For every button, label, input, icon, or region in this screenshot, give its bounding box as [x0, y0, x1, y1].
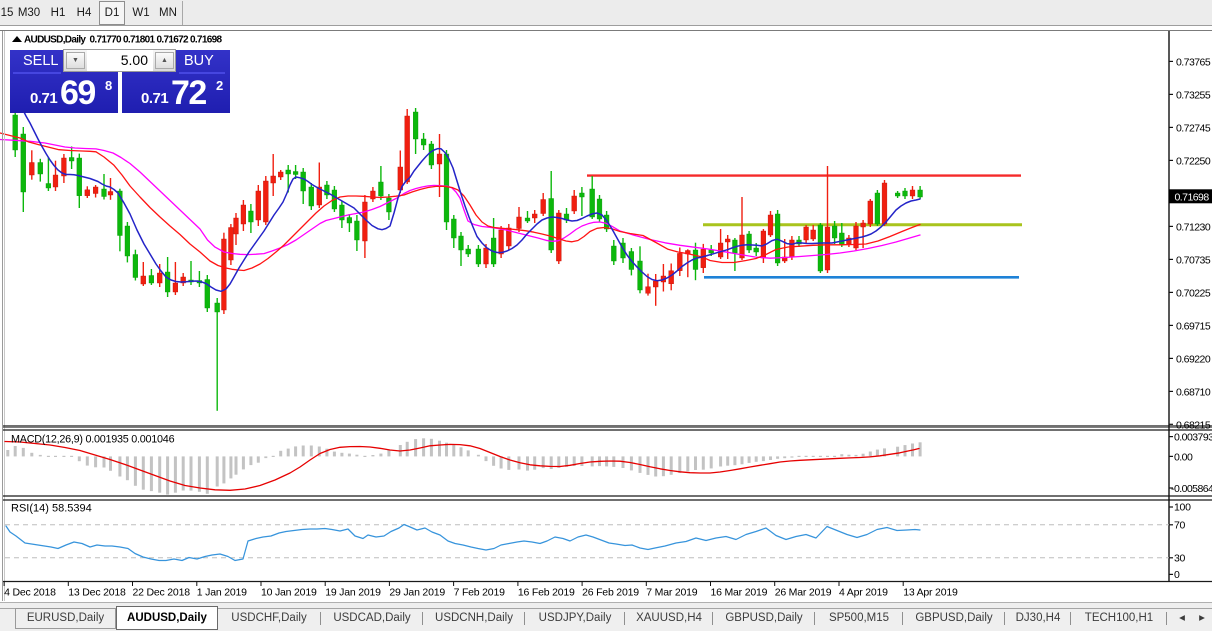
svg-text:0.69220: 0.69220 — [1176, 353, 1211, 365]
svg-text:0.73255: 0.73255 — [1176, 89, 1211, 101]
svg-text:4 Apr 2019: 4 Apr 2019 — [839, 587, 888, 599]
svg-text:10 Jan 2019: 10 Jan 2019 — [261, 587, 317, 599]
svg-text:16 Feb 2019: 16 Feb 2019 — [518, 587, 575, 599]
svg-text:0.70225: 0.70225 — [1176, 287, 1211, 299]
svg-text:26 Feb 2019: 26 Feb 2019 — [582, 587, 639, 599]
svg-text:30: 30 — [1174, 553, 1186, 565]
svg-text:22 Dec 2018: 22 Dec 2018 — [133, 587, 191, 599]
svg-text:0.72250: 0.72250 — [1176, 155, 1211, 167]
svg-text:0.71698: 0.71698 — [1175, 192, 1210, 204]
svg-text:100: 100 — [1174, 502, 1191, 514]
svg-text:13 Dec 2018: 13 Dec 2018 — [68, 587, 126, 599]
svg-text:7 Feb 2019: 7 Feb 2019 — [454, 587, 505, 599]
svg-text:0: 0 — [1174, 569, 1180, 581]
svg-text:0.69715: 0.69715 — [1176, 320, 1211, 332]
svg-text:7 Mar 2019: 7 Mar 2019 — [646, 587, 697, 599]
svg-text:29 Jan 2019: 29 Jan 2019 — [389, 587, 445, 599]
svg-text:13 Apr 2019: 13 Apr 2019 — [903, 587, 958, 599]
svg-text:MACD(12,26,9) 0.001935 0.00104: MACD(12,26,9) 0.001935 0.001046 — [11, 434, 175, 446]
svg-text:AUDUSD,Daily 0.71770 0.71801: AUDUSD,Daily 0.71770 0.71801 0.71672 0.7… — [24, 35, 222, 46]
svg-text:0.003793: 0.003793 — [1174, 432, 1212, 444]
svg-text:16 Mar 2019: 16 Mar 2019 — [711, 587, 768, 599]
svg-text:19 Jan 2019: 19 Jan 2019 — [325, 587, 381, 599]
svg-text:RSI(14) 58.5394: RSI(14) 58.5394 — [11, 503, 92, 515]
svg-text:0.68710: 0.68710 — [1176, 386, 1211, 398]
svg-text:0.70735: 0.70735 — [1176, 254, 1211, 266]
svg-text:0.00: 0.00 — [1174, 451, 1193, 463]
svg-text:4 Dec 2018: 4 Dec 2018 — [4, 587, 56, 599]
svg-text:26 Mar 2019: 26 Mar 2019 — [775, 587, 832, 599]
svg-text:-0.005864: -0.005864 — [1171, 483, 1212, 495]
svg-text:0.72745: 0.72745 — [1176, 122, 1211, 134]
svg-text:0.73765: 0.73765 — [1176, 56, 1211, 68]
svg-text:70: 70 — [1174, 520, 1186, 532]
svg-text:0.68215: 0.68215 — [1176, 419, 1211, 431]
svg-text:1 Jan 2019: 1 Jan 2019 — [197, 587, 247, 599]
svg-text:0.71230: 0.71230 — [1176, 221, 1211, 233]
